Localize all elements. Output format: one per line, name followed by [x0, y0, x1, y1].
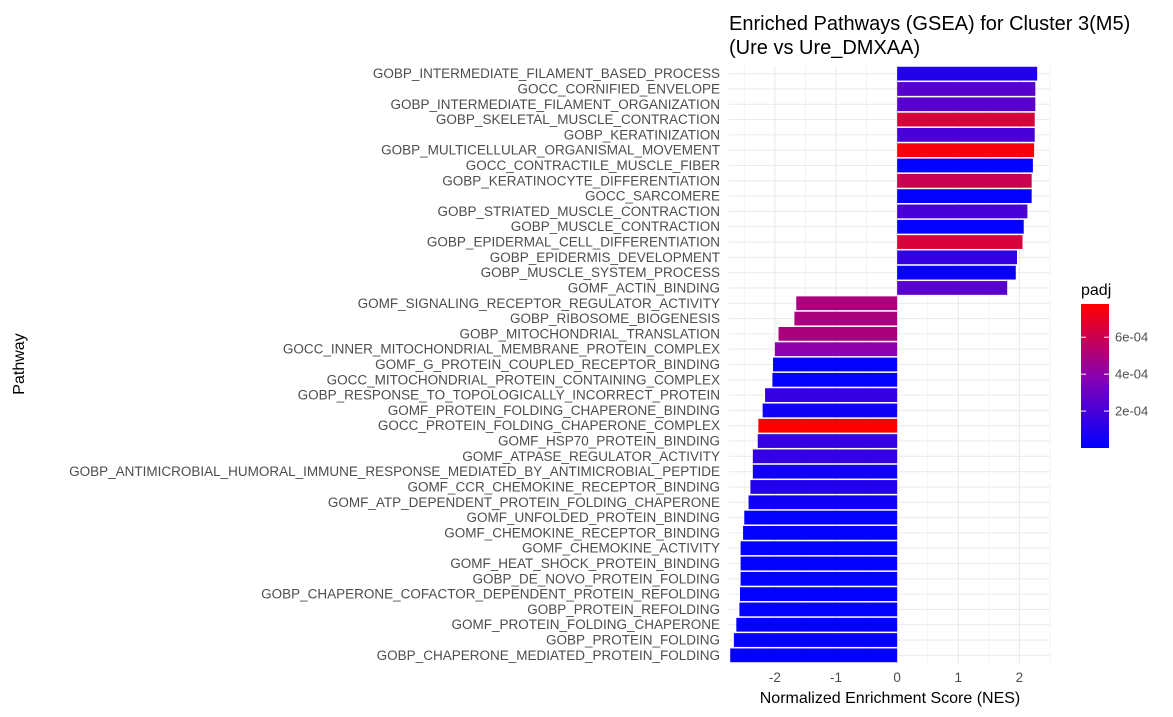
bar-gobp-skeletal-muscle-contraction: [897, 112, 1035, 127]
bar-gobp-striated-muscle-contraction: [897, 204, 1028, 219]
x-tick-label: 1: [955, 670, 963, 685]
category-label: GOBP_PROTEIN_FOLDING: [546, 633, 720, 648]
bar-gocc-mitochondrial-protein-containing-complex: [772, 372, 898, 387]
bar-gobp-antimicrobial-humoral-immune-response-mediated-by-antimicrobial-peptide: [752, 464, 898, 479]
category-label: GOMF_PROTEIN_FOLDING_CHAPERONE_BINDING: [388, 403, 720, 418]
category-label: GOMF_CHEMOKINE_ACTIVITY: [522, 541, 720, 556]
category-label: GOCC_CORNIFIED_ENVELOPE: [517, 81, 720, 96]
category-label: GOMF_HSP70_PROTEIN_BINDING: [498, 434, 720, 449]
bar-gobp-epidermal-cell-differentiation: [897, 235, 1023, 249]
bar-gobp-intermediate-filament-based-process: [897, 66, 1038, 81]
category-label: GOBP_KERATINIZATION: [564, 127, 720, 142]
category-label: GOBP_MITOCHONDRIAL_TRANSLATION: [459, 326, 720, 341]
legend-title: padj: [1081, 282, 1111, 299]
category-label: GOCC_SARCOMERE: [585, 189, 720, 204]
category-label: GOBP_STRIATED_MUSCLE_CONTRACTION: [437, 204, 720, 219]
bar-gobp-protein-folding: [733, 633, 898, 647]
legend-tick-label: 6e-04: [1115, 330, 1148, 345]
category-label: GOBP_MULTICELLULAR_ORGANISMAL_MOVEMENT: [381, 143, 720, 158]
bar-gomf-g-protein-coupled-receptor-binding: [773, 357, 898, 372]
bar-gobp-epidermis-development: [897, 250, 1017, 265]
bar-gobp-keratinization: [897, 127, 1035, 142]
x-tick-label: -2: [769, 670, 781, 685]
category-label: GOBP_PROTEIN_REFOLDING: [527, 602, 720, 617]
category-label: GOBP_INTERMEDIATE_FILAMENT_ORGANIZATION: [390, 97, 720, 112]
bar-gobp-ribosome-biogenesis: [794, 311, 898, 326]
legend-tick-label: 4e-04: [1115, 367, 1148, 382]
bar-gomf-heat-shock-protein-binding: [740, 556, 898, 571]
category-label: GOBP_KERATINOCYTE_DIFFERENTIATION: [442, 173, 720, 188]
category-label: GOMF_ACTIN_BINDING: [568, 280, 720, 295]
bar-gomf-chemokine-activity: [740, 541, 898, 556]
chart-title: Enriched Pathways (GSEA) for Cluster 3(M…: [729, 13, 1130, 59]
x-tick-label: 2: [1016, 670, 1024, 685]
bar-gobp-multicellular-organismal-movement: [897, 143, 1035, 158]
category-label: GOCC_MITOCHONDRIAL_PROTEIN_CONTAINING_CO…: [327, 372, 720, 387]
bar-gobp-chaperone-cofactor-dependent-protein-refolding: [740, 587, 898, 602]
category-label: GOMF_CHEMOKINE_RECEPTOR_BINDING: [444, 525, 720, 540]
category-label: GOMF_UNFOLDED_PROTEIN_BINDING: [466, 510, 720, 525]
bar-gomf-protein-folding-chaperone: [736, 617, 898, 632]
bar-gocc-cornified-envelope: [897, 82, 1036, 96]
bar-gobp-de-novo-protein-folding: [740, 571, 898, 586]
x-tick-label: 0: [893, 670, 901, 685]
category-label: GOBP_EPIDERMIS_DEVELOPMENT: [490, 250, 720, 265]
bar-gobp-mitochondrial-translation: [778, 326, 898, 341]
legend-colorbar: [1081, 304, 1109, 448]
chart-title-line-1: Enriched Pathways (GSEA) for Cluster 3(M…: [729, 13, 1130, 35]
bar-gomf-actin-binding: [897, 281, 1008, 295]
bar-gomf-atp-dependent-protein-folding-chaperone: [748, 495, 898, 510]
bar-gocc-sarcomere: [897, 189, 1032, 204]
category-label: GOBP_RIBOSOME_BIOGENESIS: [510, 311, 720, 326]
bar-gobp-protein-refolding: [739, 602, 898, 617]
bar-gobp-keratinocyte-differentiation: [897, 173, 1032, 188]
bar-gocc-protein-folding-chaperone-complex: [758, 418, 898, 433]
bar-gomf-signaling-receptor-regulator-activity: [796, 296, 898, 311]
bar-gomf-atpase-regulator-activity: [752, 449, 898, 464]
legend-tick-label: 2e-04: [1115, 404, 1148, 419]
category-label: GOBP_SKELETAL_MUSCLE_CONTRACTION: [436, 112, 720, 127]
category-label: GOMF_PROTEIN_FOLDING_CHAPERONE: [451, 617, 720, 632]
category-label: GOBP_INTERMEDIATE_FILAMENT_BASED_PROCESS: [373, 66, 720, 81]
bar-gomf-ccr-chemokine-receptor-binding: [750, 480, 898, 494]
bar-gocc-contractile-muscle-fiber: [897, 158, 1033, 173]
category-label: GOMF_ATP_DEPENDENT_PROTEIN_FOLDING_CHAPE…: [328, 495, 720, 510]
category-label: GOBP_DE_NOVO_PROTEIN_FOLDING: [472, 571, 720, 586]
category-label: GOMF_ATPASE_REGULATOR_ACTIVITY: [462, 449, 720, 464]
category-labels: GOBP_INTERMEDIATE_FILAMENT_BASED_PROCESS…: [69, 66, 720, 663]
bar-gobp-response-to-topologically-incorrect-protein: [765, 388, 898, 403]
bar-gomf-chemokine-receptor-binding: [743, 525, 898, 540]
category-label: GOMF_HEAT_SHOCK_PROTEIN_BINDING: [450, 556, 720, 571]
legend: padj 2e-04 4e-04 6e-04: [1081, 282, 1148, 448]
category-label: GOBP_EPIDERMAL_CELL_DIFFERENTIATION: [427, 235, 720, 250]
bar-gomf-unfolded-protein-binding: [744, 510, 898, 525]
category-label: GOBP_CHAPERONE_COFACTOR_DEPENDENT_PROTEI…: [261, 587, 720, 602]
x-axis-ticks: -2 -1 0 1 2: [769, 670, 1023, 685]
category-label: GOBP_CHAPERONE_MEDIATED_PROTEIN_FOLDING: [377, 648, 720, 663]
category-label: GOBP_RESPONSE_TO_TOPOLOGICALLY_INCORRECT…: [298, 388, 720, 403]
category-label: GOBP_MUSCLE_SYSTEM_PROCESS: [481, 265, 720, 280]
chart-title-line-2: (Ure vs Ure_DMXAA): [729, 37, 920, 59]
bar-gobp-intermediate-filament-organization: [897, 97, 1036, 112]
bar-gomf-hsp70-protein-binding: [757, 434, 898, 448]
category-label: GOMF_G_PROTEIN_COUPLED_RECEPTOR_BINDING: [375, 357, 720, 372]
category-label: GOBP_MUSCLE_CONTRACTION: [511, 219, 720, 234]
bars: [730, 66, 1038, 663]
x-axis-title: Normalized Enrichment Score (NES): [760, 690, 1021, 707]
y-axis-title: Pathway: [11, 333, 28, 394]
category-label: GOMF_SIGNALING_RECEPTOR_REGULATOR_ACTIVI…: [358, 296, 720, 311]
category-label: GOCC_CONTRACTILE_MUSCLE_FIBER: [466, 158, 721, 173]
bar-gomf-protein-folding-chaperone-binding: [762, 403, 898, 418]
x-tick-label: -1: [830, 670, 842, 685]
bar-gobp-muscle-contraction: [897, 219, 1024, 234]
bar-gobp-muscle-system-process: [897, 265, 1016, 280]
category-label: GOBP_ANTIMICROBIAL_HUMORAL_IMMUNE_RESPON…: [69, 464, 720, 479]
bar-gocc-inner-mitochondrial-membrane-protein-complex: [774, 342, 898, 357]
bar-gobp-chaperone-mediated-protein-folding: [730, 648, 898, 663]
category-label: GOCC_PROTEIN_FOLDING_CHAPERONE_COMPLEX: [378, 418, 720, 433]
legend-ticks: 2e-04 4e-04 6e-04: [1081, 330, 1148, 419]
category-label: GOMF_CCR_CHEMOKINE_RECEPTOR_BINDING: [407, 479, 720, 494]
category-label: GOCC_INNER_MITOCHONDRIAL_MEMBRANE_PROTEI…: [283, 342, 720, 357]
